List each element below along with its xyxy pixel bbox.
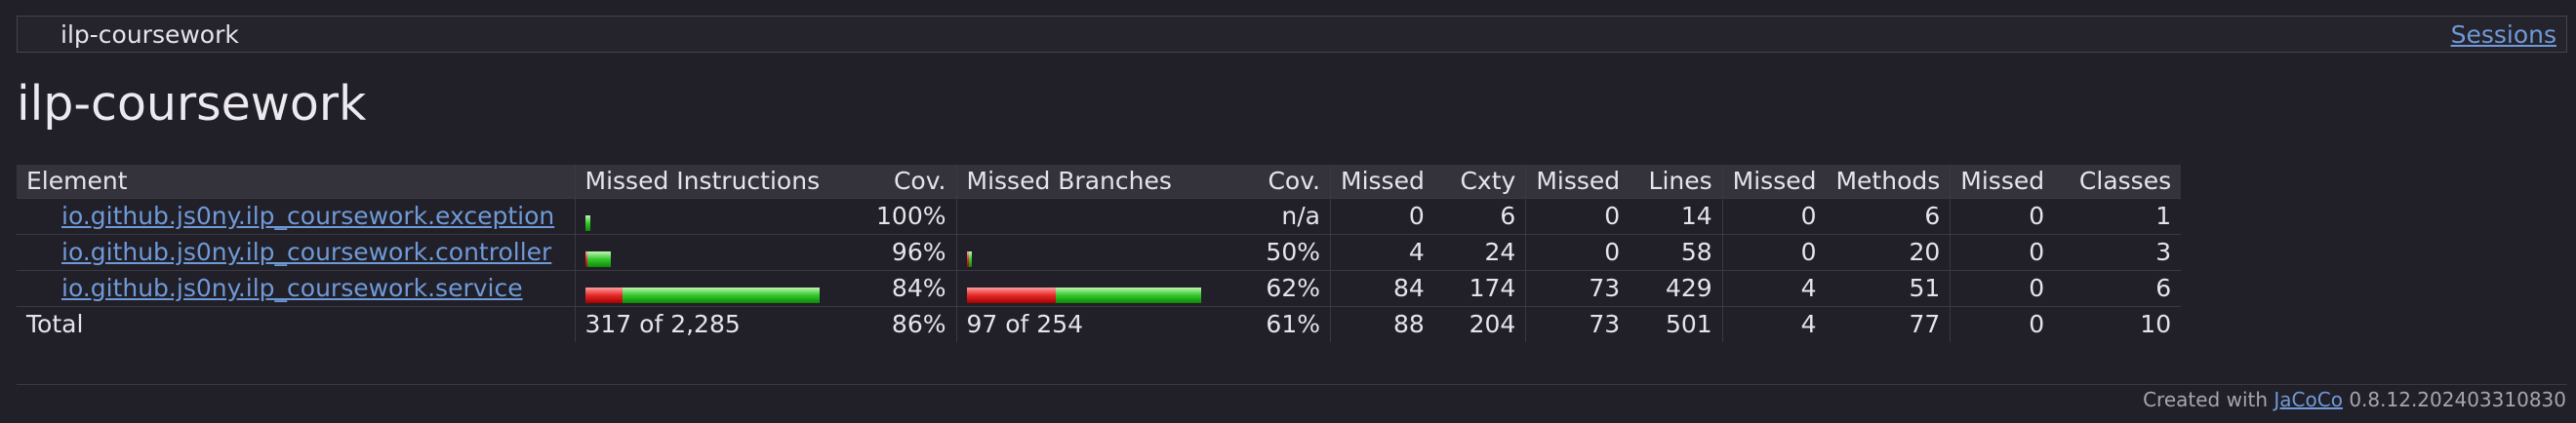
branch-cov: 62%	[1210, 270, 1331, 307]
instr-missed-segment	[584, 251, 587, 267]
total-lines-missed: 73	[1525, 306, 1630, 342]
breadcrumb: ilp-coursework Sessions	[17, 16, 2567, 53]
header-lines[interactable]: Lines	[1630, 165, 1723, 199]
header-cxty-missed[interactable]: Missed	[1329, 165, 1434, 199]
lines: 58	[1630, 234, 1723, 271]
footer-version: 0.8.12.202403310830	[2349, 388, 2566, 411]
classes-missed: 0	[1950, 234, 2055, 271]
methods: 6	[1826, 198, 1951, 235]
instr-covered-segment	[586, 251, 611, 267]
cxty: 174	[1433, 270, 1526, 307]
br-covered-segment	[1055, 288, 1201, 303]
classes-missed: 0	[1950, 198, 2055, 235]
classes: 3	[2054, 234, 2182, 271]
header-methods-missed[interactable]: Missed	[1721, 165, 1827, 199]
header-branch-cov[interactable]: Cov.	[1210, 165, 1331, 199]
page-title: ilp-coursework	[17, 76, 367, 132]
footer: Created with JaCoCo 0.8.12.202403310830	[2143, 388, 2566, 411]
total-classes-missed: 0	[1950, 306, 2055, 342]
header-methods[interactable]: Methods	[1826, 165, 1951, 199]
package-link: io.github.js0ny.ilp_coursework.controlle…	[17, 234, 575, 271]
total-branches: 97 of 254	[955, 306, 1211, 342]
cxty: 24	[1433, 234, 1526, 271]
package-link: io.github.js0ny.ilp_coursework.service	[17, 270, 575, 307]
classes: 1	[2054, 198, 2182, 235]
classes: 6	[2054, 270, 2182, 307]
footer-divider	[17, 384, 2567, 385]
header-classes[interactable]: Classes	[2054, 165, 2182, 199]
total-branch-cov: 61%	[1266, 310, 1320, 339]
package-name-link[interactable]: io.github.js0ny.ilp_coursework.service	[61, 274, 523, 302]
header-element[interactable]: Element	[17, 165, 575, 199]
cxty-missed: 4	[1329, 234, 1434, 271]
table-row: io.github.js0ny.ilp_coursework.service 84…	[17, 270, 2182, 307]
cxty-missed: 84	[1329, 270, 1434, 307]
table-row: io.github.js0ny.ilp_coursework.controlle…	[17, 234, 2182, 271]
instr-cov: 96%	[858, 234, 956, 271]
breadcrumb-report: ilp-coursework	[60, 20, 239, 49]
instr-cov: 100%	[858, 198, 956, 235]
package-link: io.github.js0ny.ilp_coursework.exception	[17, 198, 575, 235]
total-instr-cov: 86%	[891, 310, 946, 339]
header-row: Element Missed Instructions Cov. Missed …	[17, 165, 2182, 199]
total-cxty-missed: 88	[1329, 306, 1434, 342]
br-missed-segment	[966, 251, 969, 267]
jacoco-link[interactable]: JaCoCo	[2274, 388, 2343, 411]
coverage-table: Element Missed Instructions Cov. Missed …	[17, 165, 2182, 342]
methods-missed: 4	[1721, 270, 1827, 307]
br-missed-segment	[966, 288, 1056, 303]
total-classes: 10	[2140, 310, 2172, 339]
total-row: Total 317 of 2,285 86% 97 of 254 61% 88 …	[17, 306, 2181, 342]
instr-covered-segment	[584, 215, 590, 231]
total-cxty: 204	[1469, 310, 1516, 339]
methods-missed: 0	[1721, 234, 1827, 271]
lines: 14	[1630, 198, 1723, 235]
cxty: 6	[1433, 198, 1526, 235]
total-methods: 77	[1909, 310, 1941, 339]
header-instr-cov[interactable]: Cov.	[858, 165, 956, 199]
header-missed-instructions[interactable]: Missed Instructions	[574, 165, 858, 199]
header-classes-missed[interactable]: Missed	[1950, 165, 2055, 199]
branch-cov: n/a	[1210, 198, 1331, 235]
missed-branches-bar	[955, 270, 1211, 307]
header-lines-missed[interactable]: Missed	[1525, 165, 1630, 199]
missed-branches-bar	[955, 198, 1211, 235]
package-name-link[interactable]: io.github.js0ny.ilp_coursework.exception	[61, 202, 555, 230]
classes-missed: 0	[1950, 270, 2055, 307]
instr-covered-segment	[622, 288, 820, 303]
package-name-link[interactable]: io.github.js0ny.ilp_coursework.controlle…	[61, 238, 552, 266]
header-missed-branches[interactable]: Missed Branches	[955, 165, 1211, 199]
lines: 429	[1630, 270, 1723, 307]
total-lines: 501	[1665, 310, 1712, 339]
missed-branches-bar	[955, 234, 1211, 271]
methods: 51	[1826, 270, 1951, 307]
total-methods-missed: 4	[1721, 306, 1827, 342]
sessions-link[interactable]: Sessions	[2450, 20, 2556, 49]
footer-prefix: Created with	[2143, 388, 2269, 411]
lines-missed: 0	[1525, 234, 1630, 271]
methods: 20	[1826, 234, 1951, 271]
table-row: io.github.js0ny.ilp_coursework.exception…	[17, 198, 2182, 235]
total-instructions: 317 of 2,285	[574, 306, 858, 342]
br-covered-segment	[968, 251, 972, 267]
missed-instructions-bar	[574, 270, 858, 307]
lines-missed: 0	[1525, 198, 1630, 235]
missed-instructions-bar	[574, 234, 858, 271]
methods-missed: 0	[1721, 198, 1827, 235]
missed-instructions-bar	[574, 198, 858, 235]
branch-cov: 50%	[1210, 234, 1331, 271]
cxty-missed: 0	[1329, 198, 1434, 235]
header-cxty[interactable]: Cxty	[1433, 165, 1526, 199]
instr-missed-segment	[584, 288, 623, 303]
total-label: Total	[26, 310, 84, 339]
instr-cov: 84%	[858, 270, 956, 307]
lines-missed: 73	[1525, 270, 1630, 307]
